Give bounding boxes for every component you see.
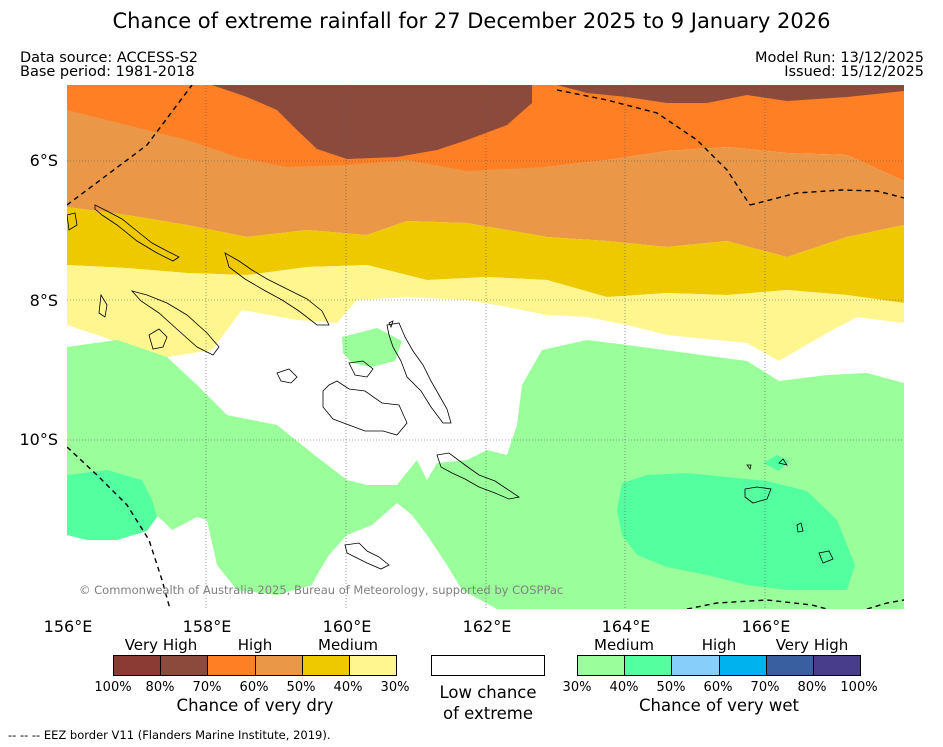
low-chance-line2: of extreme: [442, 704, 534, 723]
dry-tick-60: 60%: [239, 680, 269, 695]
copyright-text: © Commonwealth of Australia 2025, Bureau…: [79, 583, 563, 597]
wet-medium-island: [342, 328, 402, 367]
map-title: Chance of extreme rainfall for 27 Decemb…: [112, 9, 831, 33]
dry-swatch-3: [255, 656, 303, 675]
wet-swatch-4: [766, 656, 814, 675]
wet-tick-80: 80%: [797, 680, 827, 695]
wet-tick-60: 60%: [703, 680, 733, 695]
dry-swatch-2: [208, 656, 256, 675]
wet-tick-40: 40%: [609, 680, 639, 695]
dry-tick-100: 100%: [94, 680, 132, 695]
dry-tick-30: 30%: [380, 680, 410, 695]
wet-cat-very-high: Very High: [775, 636, 849, 654]
wet-cat-high: High: [701, 636, 737, 654]
dry-cat-very-high: Very High: [124, 636, 198, 654]
dry-medium-high-area: [67, 110, 904, 257]
dry-caption: Chance of very dry: [176, 696, 334, 715]
lon-label-164e: 164°E: [601, 617, 651, 636]
eez-border: [67, 85, 904, 609]
wet-tick-50: 50%: [656, 680, 686, 695]
lat-label-10s: 10°S: [19, 430, 58, 449]
wet-swatch-0: [578, 656, 626, 675]
coastlines: [67, 204, 834, 570]
wet-tick-100: 100%: [840, 680, 878, 695]
lon-label-166e: 166°E: [741, 617, 791, 636]
lat-label-8s: 8°S: [29, 291, 58, 310]
graticule: [67, 85, 904, 609]
dry-low-medium-area: [67, 265, 904, 361]
wet-swatch-1: [625, 656, 673, 675]
lon-label-162e: 162°E: [462, 617, 512, 636]
wet-swatch-5: [813, 656, 861, 675]
wet-cat-medium: Medium: [594, 636, 654, 654]
low-chance-box: [431, 655, 545, 676]
wet-colorbar: [577, 655, 861, 676]
dry-cat-medium: Medium: [318, 636, 378, 654]
wet-swatch-2: [672, 656, 720, 675]
base-period: Base period: 1981-2018: [20, 64, 195, 80]
lat-label-6s: 6°S: [29, 151, 58, 170]
dry-tick-40: 40%: [333, 680, 363, 695]
dry-swatch-4: [302, 656, 350, 675]
dry-colorbar: [113, 655, 397, 676]
dry-swatch-5: [349, 656, 397, 675]
dry-swatch-0: [114, 656, 162, 675]
issued-date: Issued: 15/12/2025: [784, 64, 924, 80]
data-source: Data source: ACCESS-S2: [20, 50, 199, 66]
wet-medium-area-nw: [67, 365, 212, 440]
wet-tick-30: 30%: [562, 680, 592, 695]
dry-medium-area: [67, 207, 904, 303]
dry-tick-70: 70%: [192, 680, 222, 695]
eez-footnote: -- -- -- EEZ border V11 (Flanders Marine…: [8, 728, 331, 742]
rainfall-map: © Commonwealth of Australia 2025, Bureau…: [67, 85, 904, 609]
wet-medium-high-area-2: [617, 473, 855, 590]
dry-very-high-area: [212, 85, 532, 159]
dry-swatch-1: [161, 656, 209, 675]
lon-label-158e: 158°E: [182, 617, 232, 636]
dry-cat-high: High: [237, 636, 273, 654]
wet-medium-high-area: [67, 470, 157, 540]
wet-caption: Chance of very wet: [639, 696, 799, 715]
wet-swatch-3: [719, 656, 767, 675]
low-chance-line1: Low chance: [439, 683, 537, 702]
dry-tick-80: 80%: [145, 680, 175, 695]
lon-label-160e: 160°E: [322, 617, 372, 636]
lon-label-156e: 156°E: [43, 617, 93, 636]
dry-tick-50: 50%: [286, 680, 316, 695]
model-run: Model Run: 13/12/2025: [754, 50, 924, 66]
wet-tick-70: 70%: [750, 680, 780, 695]
dry-very-high-area-2: [557, 85, 904, 103]
